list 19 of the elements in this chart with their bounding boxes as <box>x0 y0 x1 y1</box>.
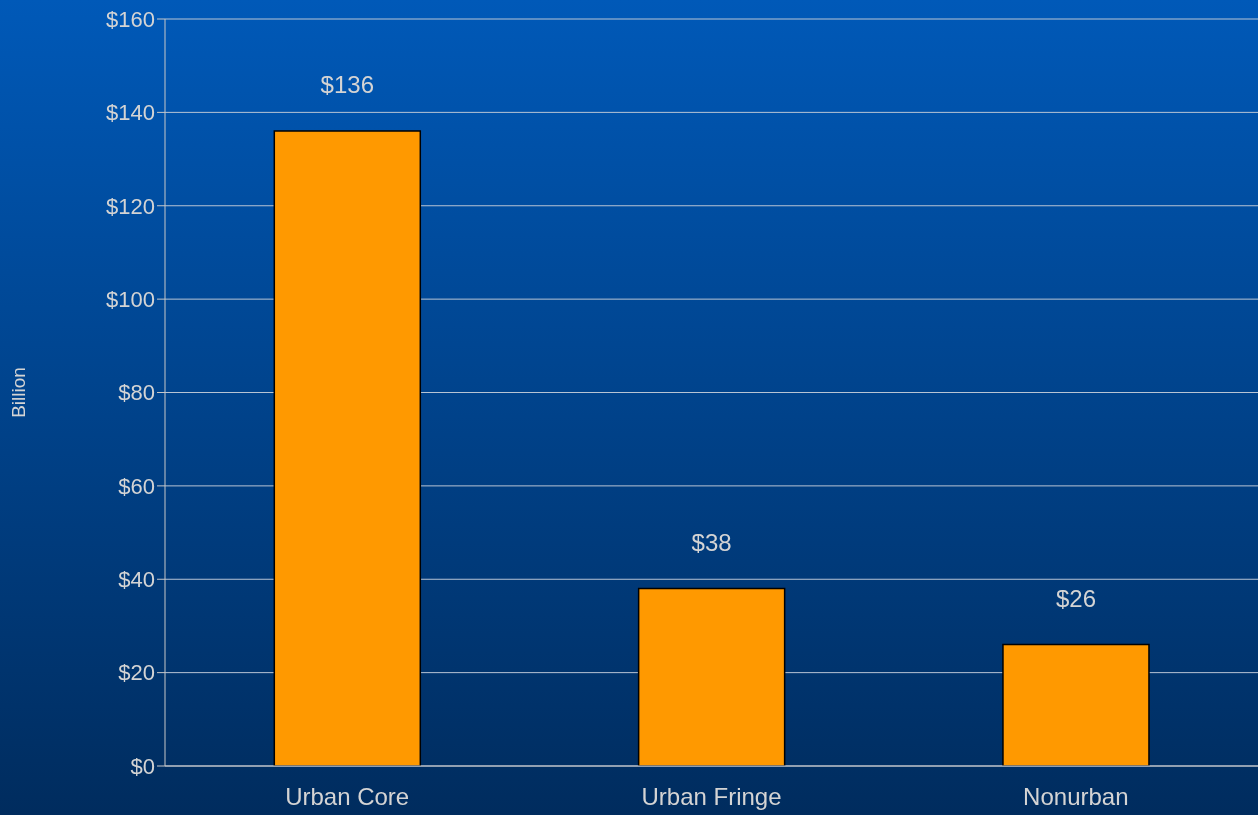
y-tick-label: $80 <box>118 380 155 406</box>
y-tick-label: $20 <box>118 660 155 686</box>
y-tick-label: $140 <box>106 100 155 126</box>
data-label: $26 <box>1055 584 1096 612</box>
x-tick-label: Urban Core <box>285 783 410 811</box>
bar <box>637 587 786 766</box>
bar <box>273 130 422 766</box>
data-label: $38 <box>691 528 732 556</box>
y-tick-label: $100 <box>106 286 155 312</box>
y-tick-label: $60 <box>118 473 155 499</box>
y-tick-label: $120 <box>106 193 155 219</box>
y-axis-title: Billion <box>7 367 29 418</box>
y-tick-label: $40 <box>118 567 155 593</box>
data-label: $136 <box>320 71 374 99</box>
y-tick-label: $160 <box>106 6 155 32</box>
y-tick-label: $0 <box>130 753 155 779</box>
x-tick-label: Nonurban <box>1023 783 1129 811</box>
x-tick-label: Urban Fringe <box>641 783 782 811</box>
bar <box>1002 643 1150 766</box>
